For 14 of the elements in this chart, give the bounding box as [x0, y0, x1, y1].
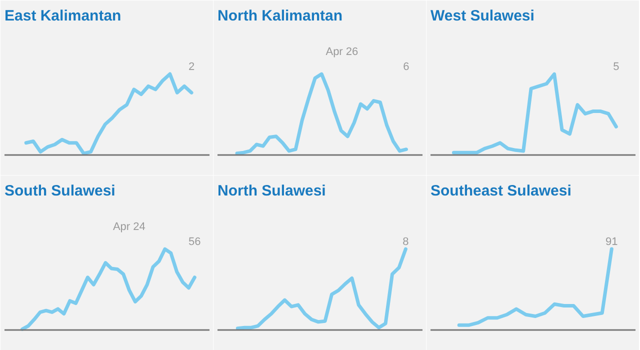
- chart-title: North Kalimantan: [218, 8, 343, 24]
- text: 5: [613, 60, 620, 73]
- chart-title: South Sulawesi: [4, 182, 116, 200]
- text: Apr 24: [112, 220, 146, 233]
- chart-title: East Kalimantan: [4, 8, 122, 24]
- text: 8: [402, 236, 409, 248]
- chart-title: North Sulawesi: [218, 182, 326, 200]
- text: 6: [403, 60, 410, 73]
- chart-title: Southeast Sulawesi: [430, 182, 572, 200]
- chart-title: West Sulawesi: [430, 8, 534, 24]
- text: 91: [606, 236, 618, 248]
- text: 2: [188, 60, 195, 73]
- text: Apr 26: [326, 46, 358, 58]
- text: 56: [188, 236, 201, 248]
